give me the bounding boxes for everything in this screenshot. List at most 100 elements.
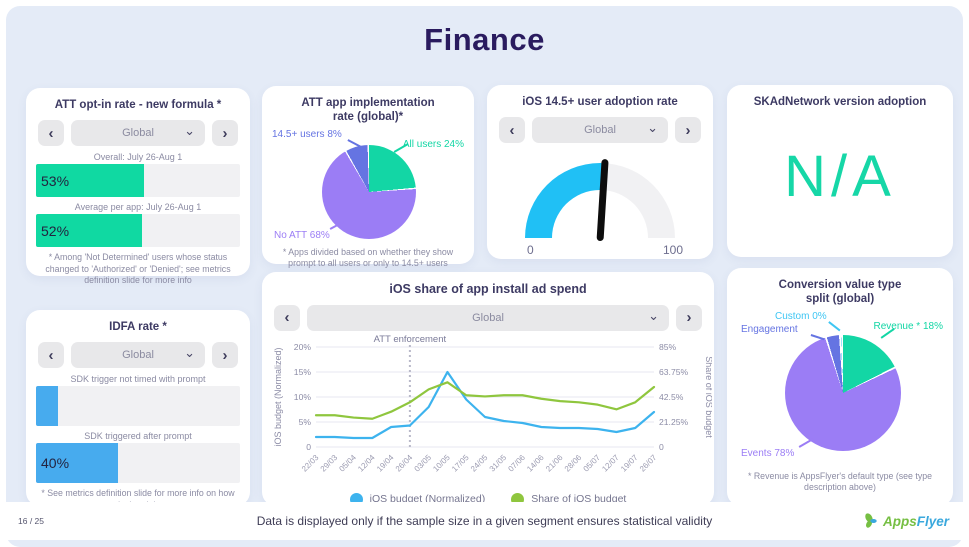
svg-text:ATT enforcement: ATT enforcement bbox=[374, 334, 447, 345]
bar-value: 52% bbox=[41, 222, 70, 239]
svg-text:19/07: 19/07 bbox=[619, 452, 640, 473]
bar-fill: 52% bbox=[36, 214, 143, 248]
bar-track: 52% bbox=[36, 214, 240, 248]
svg-text:29/03: 29/03 bbox=[319, 452, 340, 473]
panel-adoption: iOS 14.5+ user adoption rate ‹ Global ⌄ … bbox=[487, 85, 713, 259]
bar-fill: 53% bbox=[36, 164, 145, 198]
next-button[interactable]: › bbox=[675, 117, 701, 144]
svg-text:07/06: 07/06 bbox=[506, 452, 527, 473]
bar-track: 53% bbox=[36, 164, 240, 198]
svg-text:20%: 20% bbox=[294, 342, 312, 352]
chevron-right-icon: › bbox=[222, 346, 228, 364]
chevron-left-icon: ‹ bbox=[48, 346, 54, 364]
svg-text:42.5%: 42.5% bbox=[659, 392, 684, 402]
bar-fill bbox=[36, 386, 59, 427]
svg-text:21.25%: 21.25% bbox=[659, 417, 689, 427]
idfa-selector: ‹ Global ⌄ › bbox=[38, 342, 238, 369]
next-button[interactable]: › bbox=[212, 342, 238, 369]
bar-fill: 40% bbox=[36, 443, 118, 484]
label-leader-line bbox=[798, 438, 814, 448]
svg-text:05/07: 05/07 bbox=[582, 452, 603, 473]
panel-idfa: IDFA rate * ‹ Global ⌄ › SDK trigger not… bbox=[26, 310, 250, 510]
att-opt-in-selector: ‹ Global ⌄ › bbox=[38, 120, 238, 147]
panel-footnote: * Apps divided based on whether they sho… bbox=[282, 246, 454, 269]
svg-text:10/05: 10/05 bbox=[431, 452, 452, 473]
region-dropdown[interactable]: Global ⌄ bbox=[532, 117, 668, 144]
panel-conversion-split-title: Conversion value type split (global) bbox=[778, 279, 902, 306]
svg-text:26/04: 26/04 bbox=[394, 452, 415, 473]
skadnetwork-value: N/A bbox=[784, 144, 896, 210]
region-dropdown[interactable]: Global ⌄ bbox=[71, 120, 205, 147]
prev-button[interactable]: ‹ bbox=[499, 117, 525, 144]
svg-text:0: 0 bbox=[306, 442, 311, 452]
gauge-min-label: 0 bbox=[527, 243, 534, 258]
svg-text:12/07: 12/07 bbox=[600, 452, 621, 473]
chevron-down-icon: ⌄ bbox=[184, 123, 195, 139]
panel-footnote: * Revenue is AppsFlyer's default type (s… bbox=[747, 470, 933, 493]
panel-skadnetwork-title: SKAdNetwork version adoption bbox=[753, 96, 927, 108]
svg-text:iOS budget (Normalized): iOS budget (Normalized) bbox=[273, 347, 283, 446]
adoption-selector: ‹ Global ⌄ › bbox=[499, 117, 701, 144]
svg-text:05/04: 05/04 bbox=[337, 452, 358, 473]
page-number: 16 / 25 bbox=[18, 516, 44, 526]
svg-text:63.75%: 63.75% bbox=[659, 367, 689, 377]
label-leader-line bbox=[828, 320, 841, 331]
panel-idfa-title: IDFA rate * bbox=[109, 321, 167, 333]
pie-slice-label: All users 24% bbox=[402, 138, 464, 150]
pie-chart bbox=[785, 334, 901, 451]
svg-text:26/07: 26/07 bbox=[638, 452, 659, 473]
region-dropdown[interactable]: Global ⌄ bbox=[71, 342, 205, 369]
svg-text:28/06: 28/06 bbox=[563, 452, 584, 473]
label-leader-line bbox=[810, 333, 825, 340]
chevron-right-icon: › bbox=[222, 124, 228, 142]
bar-label: Average per app: July 26-Aug 1 bbox=[74, 202, 202, 213]
svg-text:12/04: 12/04 bbox=[356, 452, 377, 473]
svg-text:03/05: 03/05 bbox=[413, 452, 434, 473]
chevron-left-icon: ‹ bbox=[284, 309, 290, 327]
pie-slice-label: Events 78% bbox=[741, 447, 795, 459]
panel-ad-spend: iOS share of app install ad spend ‹ Glob… bbox=[262, 272, 714, 506]
chevron-right-icon: › bbox=[686, 309, 692, 327]
region-dropdown-value: Global bbox=[122, 127, 154, 140]
adoption-gauge: 0 100 bbox=[515, 159, 685, 263]
bar-label: SDK triggered after prompt bbox=[84, 431, 192, 442]
ad-spend-line-chart: 0 0 5% 21.25% 10% 42.5% 15% 63.75% 20% 85% ATT enf… bbox=[273, 334, 712, 474]
next-button[interactable]: › bbox=[676, 304, 702, 331]
svg-text:21/06: 21/06 bbox=[544, 452, 565, 473]
prev-button[interactable]: ‹ bbox=[274, 304, 300, 331]
bar-track bbox=[36, 386, 240, 427]
svg-text:15%: 15% bbox=[294, 367, 312, 377]
panel-att-opt-in: ATT opt-in rate - new formula * ‹ Global… bbox=[26, 88, 250, 285]
bar-value: 40% bbox=[41, 455, 70, 472]
panel-skadnetwork: SKAdNetwork version adoption N/A bbox=[727, 85, 953, 257]
appsflyer-logo: AppsFlyer bbox=[862, 512, 949, 530]
bar-label: SDK trigger not timed with prompt bbox=[70, 374, 206, 385]
svg-text:17/05: 17/05 bbox=[450, 452, 471, 473]
prev-button[interactable]: ‹ bbox=[38, 120, 64, 147]
svg-text:22/03: 22/03 bbox=[300, 452, 321, 473]
chevron-down-icon: ⌄ bbox=[184, 345, 195, 361]
prev-button[interactable]: ‹ bbox=[38, 342, 64, 369]
panel-ad-spend-title: iOS share of app install ad spend bbox=[389, 282, 587, 296]
panel-att-implementation-title: ATT app implementation rate (global)* bbox=[301, 97, 435, 124]
svg-text:85%: 85% bbox=[659, 342, 677, 352]
svg-text:14/06: 14/06 bbox=[525, 452, 546, 473]
pie-slice-label: No ATT 68% bbox=[274, 229, 330, 241]
panel-conversion-split: Conversion value type split (global) Cus… bbox=[727, 268, 953, 506]
label-leader-line bbox=[347, 138, 362, 148]
next-button[interactable]: › bbox=[212, 120, 238, 147]
svg-text:10%: 10% bbox=[294, 392, 312, 402]
region-dropdown[interactable]: Global ⌄ bbox=[307, 304, 669, 331]
svg-text:24/05: 24/05 bbox=[469, 452, 490, 473]
pie-slice-label: Engagement bbox=[741, 323, 798, 335]
conversion-split-pie: Custom 0% Engagement Revenue * 18% Event… bbox=[737, 311, 943, 465]
panel-adoption-title: iOS 14.5+ user adoption rate bbox=[522, 96, 678, 108]
att-implementation-pie: 14.5+ users 8% All users 24% No ATT 68% bbox=[272, 129, 464, 243]
region-dropdown-value: Global bbox=[122, 349, 154, 362]
appsflyer-logo-icon bbox=[865, 513, 877, 528]
region-dropdown-value: Global bbox=[472, 311, 504, 324]
page-title: Finance bbox=[424, 22, 545, 57]
bar-label: Overall: July 26-Aug 1 bbox=[93, 152, 183, 163]
panel-att-opt-in-title: ATT opt-in rate - new formula * bbox=[54, 99, 222, 111]
chevron-left-icon: ‹ bbox=[48, 124, 54, 142]
